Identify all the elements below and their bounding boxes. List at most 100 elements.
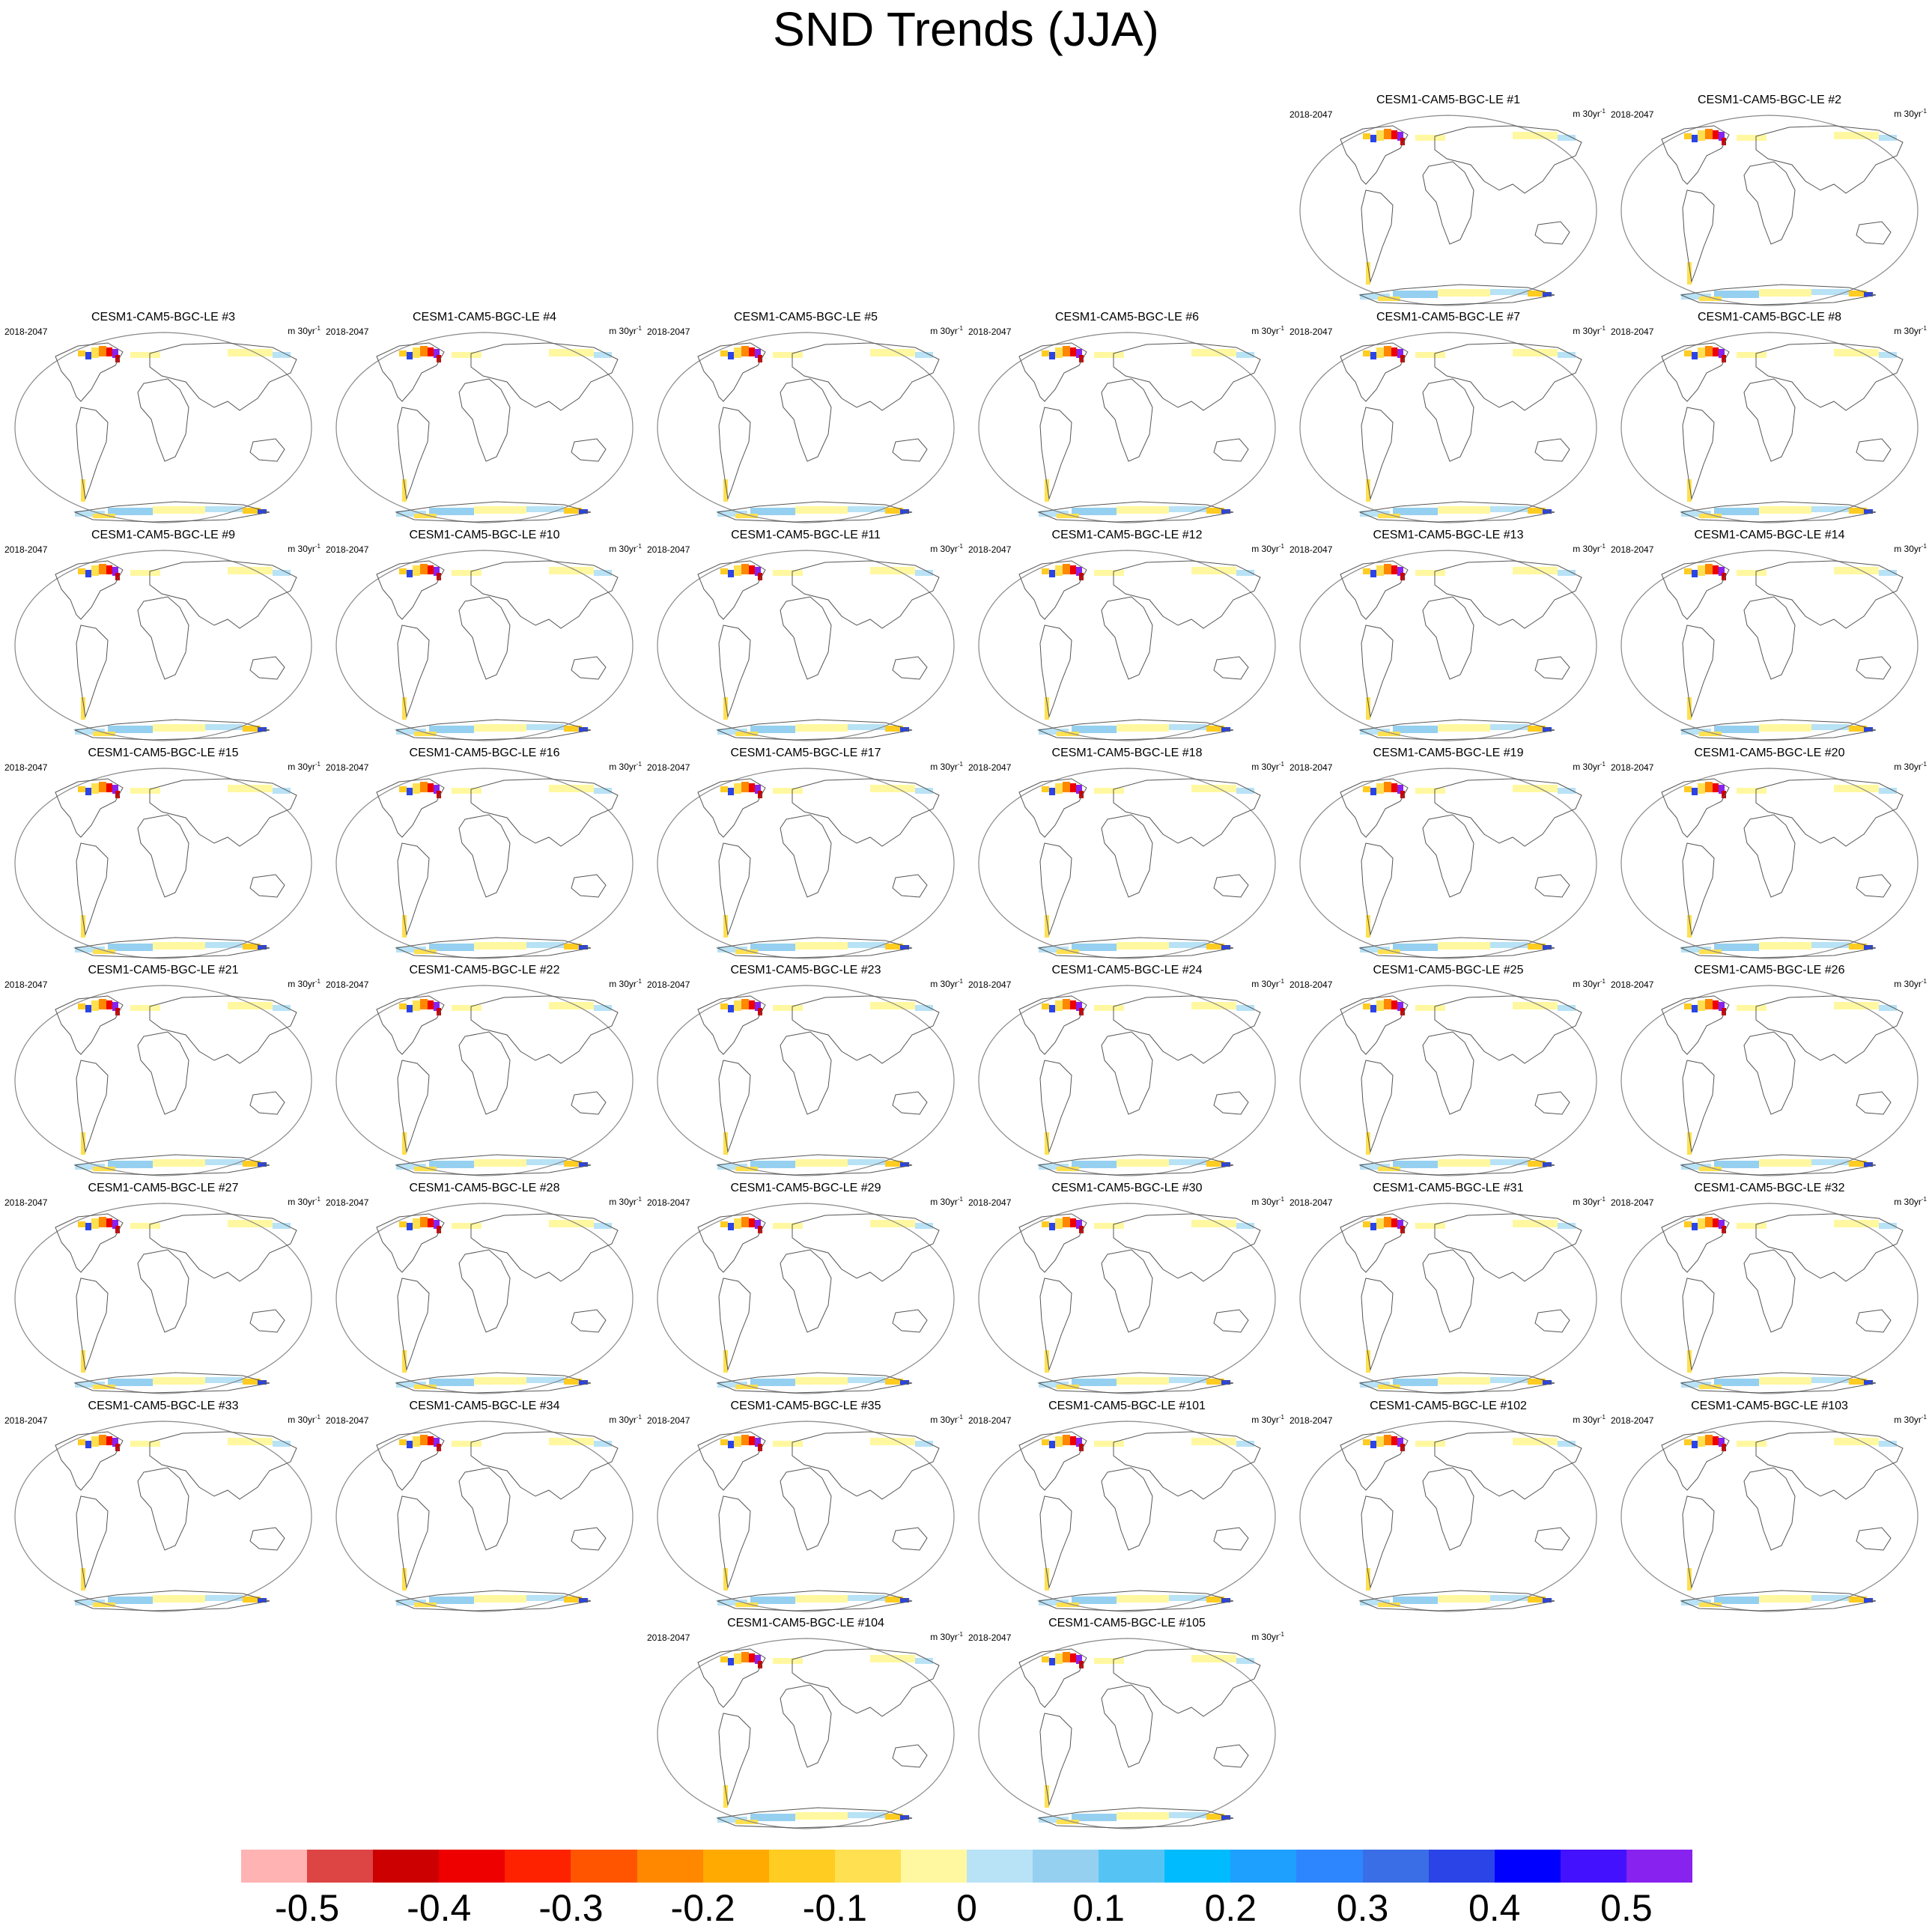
panel-units: m 30yr-1: [1573, 1414, 1606, 1425]
panel-units: m 30yr-1: [930, 325, 963, 336]
panel-units: m 30yr-1: [1894, 325, 1927, 336]
panel-period: 2018-2047: [1611, 1415, 1654, 1426]
panel-period: 2018-2047: [1611, 979, 1654, 990]
panel-units: m 30yr-1: [930, 1631, 963, 1642]
panel-title: CESM1-CAM5-BGC-LE #20: [1694, 747, 1845, 759]
panel-title: CESM1-CAM5-BGC-LE #2: [1697, 94, 1842, 106]
panel-title: CESM1-CAM5-BGC-LE #13: [1373, 529, 1524, 541]
panel-title: CESM1-CAM5-BGC-LE #22: [409, 964, 560, 976]
world-map: [978, 985, 1276, 1176]
map-panel: CESM1-CAM5-BGC-LE #7 2018-2047 m 30yr-1: [1288, 310, 1609, 527]
world-map: [335, 550, 634, 741]
world-map: [1299, 985, 1597, 1176]
panel-period: 2018-2047: [326, 979, 369, 990]
panel-title: CESM1-CAM5-BGC-LE #26: [1694, 964, 1845, 976]
world-map: [657, 1421, 955, 1612]
map-panel: CESM1-CAM5-BGC-LE #20 2018-2047 m 30yr-1: [1609, 746, 1930, 963]
panel-period: 2018-2047: [4, 1197, 48, 1208]
panel-units: m 30yr-1: [1894, 761, 1927, 772]
colorbar-swatch: [702, 1850, 770, 1883]
panel-period: 2018-2047: [326, 544, 369, 555]
panel-period: 2018-2047: [968, 979, 1012, 990]
map-panel: CESM1-CAM5-BGC-LE #103 2018-2047 m 30yr-1: [1609, 1399, 1930, 1616]
panel-units: m 30yr-1: [609, 325, 642, 336]
colorbar: [241, 1850, 1693, 1883]
world-map: [335, 1421, 634, 1612]
colorbar-swatch: [1560, 1850, 1627, 1883]
colorbar-swatch: [1296, 1850, 1364, 1883]
panel-title: CESM1-CAM5-BGC-LE #9: [91, 529, 236, 541]
panel-title: CESM1-CAM5-BGC-LE #24: [1051, 964, 1203, 976]
world-map: [335, 985, 634, 1176]
panel-title: CESM1-CAM5-BGC-LE #19: [1373, 747, 1524, 759]
panel-units: m 30yr-1: [609, 1414, 642, 1425]
map-panel: CESM1-CAM5-BGC-LE #23 2018-2047 m 30yr-1: [645, 963, 966, 1180]
panel-units: m 30yr-1: [930, 1196, 963, 1207]
world-map: [1620, 550, 1919, 741]
panel-period: 2018-2047: [647, 762, 690, 773]
panel-title: CESM1-CAM5-BGC-LE #18: [1051, 747, 1203, 759]
panel-units: m 30yr-1: [930, 978, 963, 989]
world-map: [1299, 768, 1597, 959]
world-map: [14, 1203, 312, 1394]
panel-period: 2018-2047: [326, 1197, 369, 1208]
page-title: SND Trends (JJA): [773, 2, 1159, 56]
world-map: [1620, 985, 1919, 1176]
panel-title: CESM1-CAM5-BGC-LE #23: [730, 964, 881, 976]
colorbar-tick-label: 0: [956, 1887, 977, 1929]
panel-period: 2018-2047: [326, 326, 369, 337]
panel-period: 2018-2047: [647, 326, 690, 337]
panel-period: 2018-2047: [1289, 762, 1333, 773]
world-map: [657, 1203, 955, 1394]
panel-units: m 30yr-1: [609, 543, 642, 554]
map-panel: CESM1-CAM5-BGC-LE #11 2018-2047 m 30yr-1: [645, 528, 966, 745]
world-map: [1620, 1203, 1919, 1394]
map-panel: CESM1-CAM5-BGC-LE #16 2018-2047 m 30yr-1: [324, 746, 645, 963]
panel-units: m 30yr-1: [609, 761, 642, 772]
map-panel: CESM1-CAM5-BGC-LE #12 2018-2047 m 30yr-1: [967, 528, 1287, 745]
panel-period: 2018-2047: [1611, 326, 1654, 337]
world-map: [978, 768, 1276, 959]
world-map: [657, 1638, 955, 1829]
colorbar-swatch: [307, 1850, 374, 1883]
panel-period: 2018-2047: [968, 1632, 1012, 1643]
panel-title: CESM1-CAM5-BGC-LE #33: [88, 1400, 239, 1412]
panel-period: 2018-2047: [647, 1197, 690, 1208]
colorbar-swatch: [571, 1850, 638, 1883]
world-map: [978, 550, 1276, 741]
panel-title: CESM1-CAM5-BGC-LE #4: [412, 311, 557, 323]
colorbar-tick-label: -0.5: [274, 1887, 340, 1929]
colorbar-swatch: [834, 1850, 902, 1883]
panel-title: CESM1-CAM5-BGC-LE #6: [1054, 311, 1200, 323]
map-panel: CESM1-CAM5-BGC-LE #105 2018-2047 m 30yr-1: [967, 1616, 1287, 1833]
panel-period: 2018-2047: [1289, 979, 1333, 990]
colorbar-swatch: [373, 1850, 440, 1883]
panel-title: CESM1-CAM5-BGC-LE #34: [409, 1400, 560, 1412]
map-panel: CESM1-CAM5-BGC-LE #104 2018-2047 m 30yr-1: [645, 1616, 966, 1833]
world-map: [1299, 332, 1597, 523]
panel-title: CESM1-CAM5-BGC-LE #32: [1694, 1182, 1845, 1194]
colorbar-tick-label: -0.3: [538, 1887, 604, 1929]
panel-period: 2018-2047: [968, 1197, 1012, 1208]
world-map: [978, 332, 1276, 523]
panel-title: CESM1-CAM5-BGC-LE #21: [88, 964, 239, 976]
colorbar-swatch: [637, 1850, 704, 1883]
world-map: [978, 1638, 1276, 1829]
world-map: [1299, 550, 1597, 741]
world-map: [657, 550, 955, 741]
map-panel: CESM1-CAM5-BGC-LE #6 2018-2047 m 30yr-1: [967, 310, 1287, 527]
panel-title: CESM1-CAM5-BGC-LE #102: [1370, 1400, 1527, 1412]
panel-units: m 30yr-1: [1894, 108, 1927, 119]
panel-title: CESM1-CAM5-BGC-LE #3: [91, 311, 236, 323]
panel-units: m 30yr-1: [1251, 543, 1284, 554]
panel-units: m 30yr-1: [288, 761, 321, 772]
colorbar-tick-label: -0.2: [670, 1887, 735, 1929]
map-panel: CESM1-CAM5-BGC-LE #30 2018-2047 m 30yr-1: [967, 1181, 1287, 1398]
world-map: [657, 985, 955, 1176]
world-map: [657, 332, 955, 523]
map-panel: CESM1-CAM5-BGC-LE #5 2018-2047 m 30yr-1: [645, 310, 966, 527]
panel-period: 2018-2047: [968, 762, 1012, 773]
panel-period: 2018-2047: [4, 544, 48, 555]
map-panel: CESM1-CAM5-BGC-LE #21 2018-2047 m 30yr-1: [3, 963, 323, 1180]
world-map: [1620, 115, 1919, 306]
